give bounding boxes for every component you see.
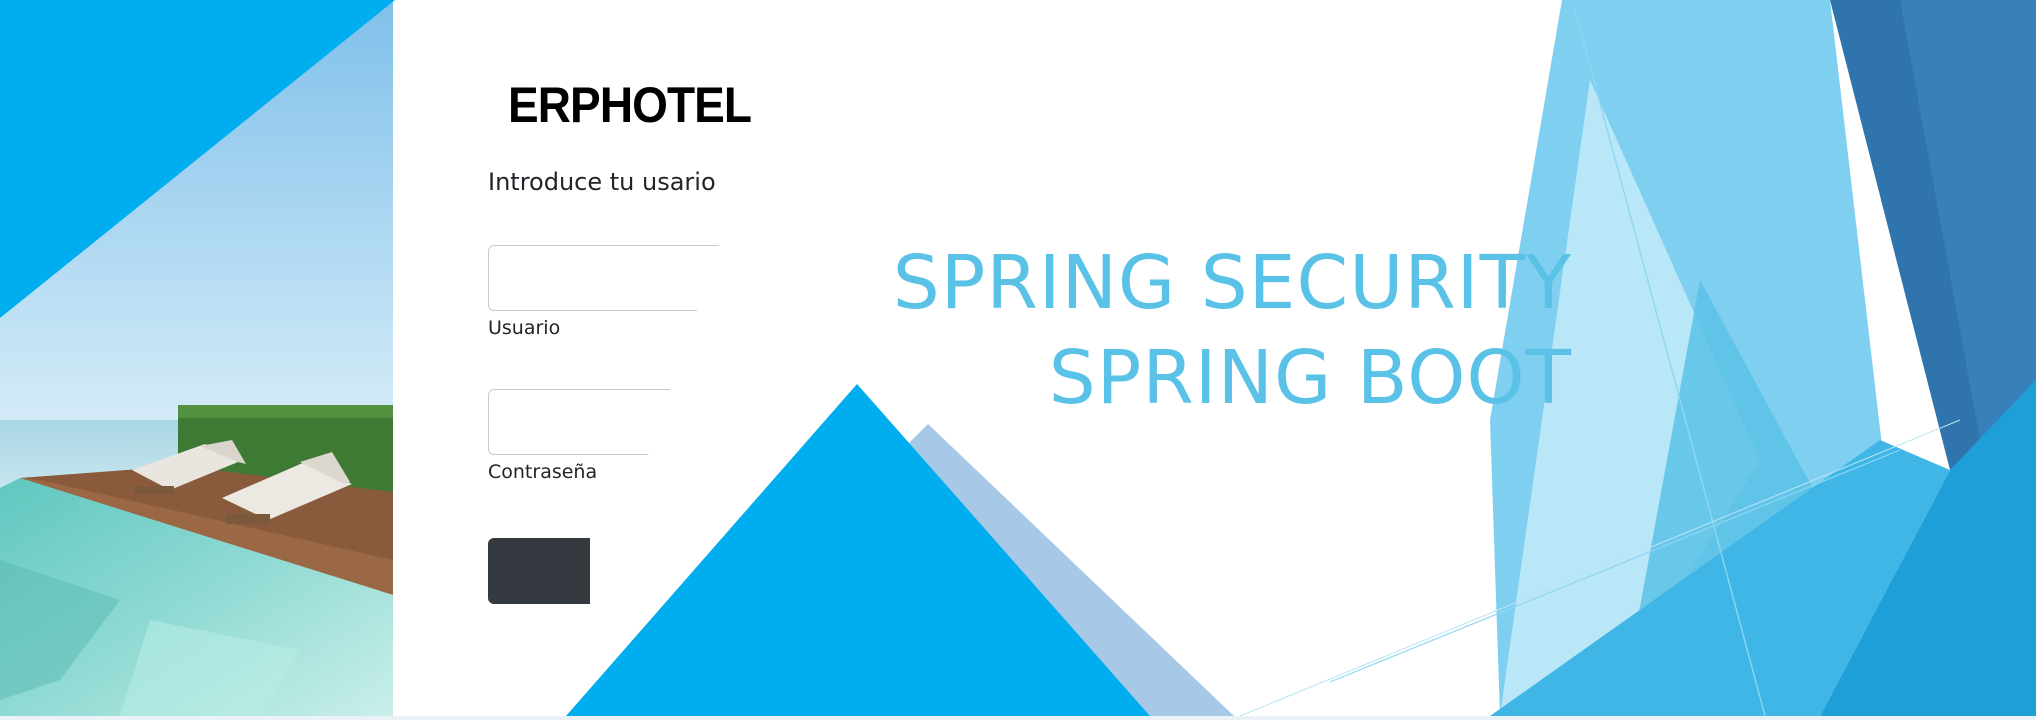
right-dark-facet <box>1900 0 2036 440</box>
app-logo-title: ERPHOTEL <box>508 77 752 133</box>
center-triangle <box>566 384 1150 716</box>
pale-triangle <box>900 424 1234 716</box>
thin-line-2 <box>1329 449 1901 683</box>
right-lower-band <box>1490 440 1950 716</box>
password-label: Contraseña <box>488 461 598 483</box>
headline: SPRING SECURITY SPRING BOOT <box>893 236 1572 426</box>
username-label: Usuario <box>488 317 561 339</box>
headline-line-2: SPRING BOOT <box>1048 335 1572 421</box>
login-prompt: Introduce tu usario <box>488 168 716 196</box>
thin-line-3 <box>1239 419 1961 717</box>
right-bottom-facet <box>1820 380 2036 716</box>
headline-line-1: SPRING SECURITY <box>892 240 1572 326</box>
white-wedge-button <box>590 520 700 604</box>
top-left-triangle <box>0 0 395 318</box>
bottom-strip <box>0 716 2036 720</box>
thin-line-1 <box>1574 9 1766 717</box>
